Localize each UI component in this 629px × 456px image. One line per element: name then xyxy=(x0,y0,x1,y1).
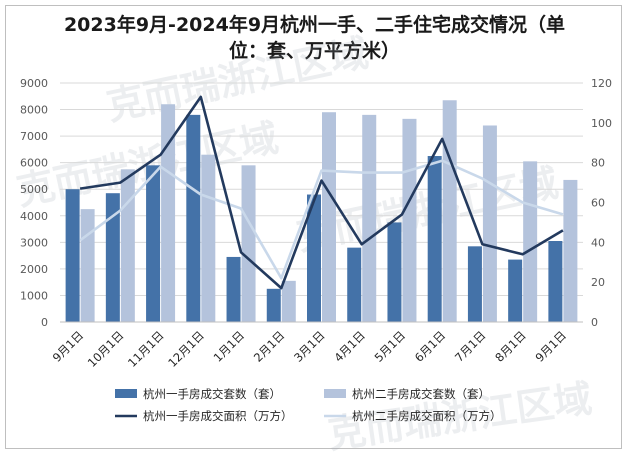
x-tick-label: 5月1日 xyxy=(372,328,409,365)
bar-new-home xyxy=(347,247,362,322)
bar-new-home xyxy=(226,256,241,322)
y-right-tick-label: 40 xyxy=(591,236,605,249)
bar-new-home xyxy=(548,241,563,322)
chart-title: 2023年9月-2024年9月杭州一手、二手住宅成交情况（单 位：套、万平方米） xyxy=(0,12,629,64)
legend-label: 杭州一手房成交套数（套） xyxy=(143,387,281,401)
bar-second-hand xyxy=(281,280,296,322)
y-left-tick-label: 6000 xyxy=(20,157,48,170)
bar-new-home xyxy=(427,156,442,322)
y-left-tick-label: 4000 xyxy=(20,210,48,223)
y-right-tick-label: 120 xyxy=(591,77,612,90)
y-left-tick-label: 1000 xyxy=(20,289,48,302)
y-left-tick-label: 5000 xyxy=(20,183,48,196)
y-right-tick-label: 20 xyxy=(591,276,605,289)
x-tick-label: 1月1日 xyxy=(211,328,248,365)
y-right-tick-label: 100 xyxy=(591,117,612,130)
chart-title-line-2: 位：套、万平方米） xyxy=(228,40,400,62)
y-left-tick-label: 8000 xyxy=(20,104,48,117)
bar-new-home xyxy=(266,288,281,322)
legend-label: 杭州一手房成交面积（万方） xyxy=(143,409,293,423)
bar-new-home xyxy=(186,114,201,322)
bar-second-hand xyxy=(241,165,256,322)
legend-label: 杭州二手房成交面积（万方） xyxy=(352,409,502,423)
y-right-tick-label: 0 xyxy=(591,316,598,329)
line-new-home-area xyxy=(79,95,564,290)
y-left-tick-label: 7000 xyxy=(20,130,48,143)
x-tick-label: 11月1日 xyxy=(125,328,167,370)
y-right-tick-label: 60 xyxy=(591,197,605,210)
x-tick-label: 12月1日 xyxy=(165,328,207,370)
x-tick-label: 4月1日 xyxy=(331,328,368,365)
x-tick-label: 6月1日 xyxy=(412,328,449,365)
chart-title-line-1: 2023年9月-2024年9月杭州一手、二手住宅成交情况（单 xyxy=(63,14,566,36)
bar-second-hand xyxy=(80,209,95,322)
bar-second-hand xyxy=(362,114,377,322)
y-left-tick-label: 2000 xyxy=(20,263,48,276)
x-tick-label: 3月1日 xyxy=(291,328,328,365)
legend-swatch xyxy=(115,389,137,398)
bar-new-home xyxy=(65,189,80,322)
bar-second-hand xyxy=(402,118,417,322)
bar-new-home xyxy=(307,194,321,322)
bar-second-hand xyxy=(322,112,336,322)
bar-second-hand xyxy=(161,104,176,322)
bar-second-hand xyxy=(442,100,457,322)
x-tick-label: 8月1日 xyxy=(492,328,529,365)
y-left-tick-label: 0 xyxy=(41,316,48,329)
legend-label: 杭州二手房成交套数（套） xyxy=(352,387,490,401)
y-left-tick-label: 3000 xyxy=(20,236,48,249)
y-right-tick-label: 80 xyxy=(591,157,605,170)
bar-new-home xyxy=(508,259,523,322)
bar-new-home xyxy=(467,246,482,322)
line-second-hand-area xyxy=(79,159,564,280)
x-tick-label: 10月1日 xyxy=(85,328,127,370)
x-tick-label: 2月1日 xyxy=(251,328,288,365)
x-tick-label: 9月1日 xyxy=(50,328,87,365)
legend-swatch xyxy=(324,389,346,398)
bar-new-home xyxy=(387,222,402,322)
x-tick-label: 9月1日 xyxy=(532,328,569,365)
x-tick-label: 7月1日 xyxy=(452,328,489,365)
bar-second-hand xyxy=(482,125,497,322)
bar-second-hand xyxy=(563,179,578,322)
bar-second-hand xyxy=(523,161,538,322)
y-left-tick-label: 9000 xyxy=(20,77,48,90)
bar-second-hand xyxy=(201,154,216,322)
bar-new-home xyxy=(146,165,161,322)
bar-new-home xyxy=(105,193,120,322)
bar-second-hand xyxy=(120,169,135,322)
